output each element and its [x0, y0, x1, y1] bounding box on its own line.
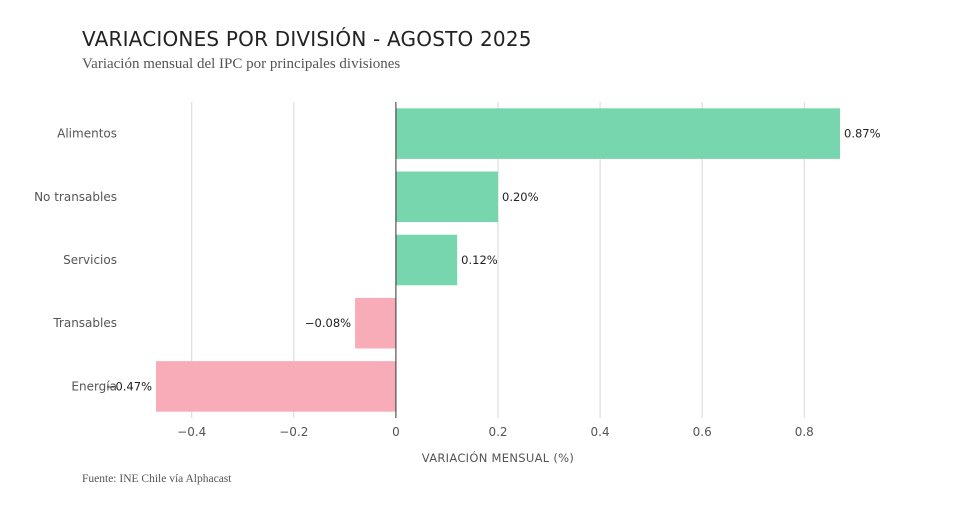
value-label: 0.20% [502, 190, 539, 204]
category-label: Transables [52, 316, 117, 330]
chart-title: VARIACIONES POR DIVISIÓN - AGOSTO 2025 [82, 27, 532, 51]
category-label: Alimentos [57, 127, 117, 141]
source-note: Fuente: INE Chile vía Alphacast [82, 473, 232, 485]
x-tick-label: 0 [392, 425, 400, 439]
value-labels: 0.87% 0.20% 0.12% −0.08% −0.47% [106, 127, 881, 394]
x-tick-label: 0.8 [795, 425, 814, 439]
bar-servicios [395, 234, 458, 286]
bar-no-transables [395, 171, 498, 223]
bar-energía [156, 361, 396, 412]
x-tick-label: 0.2 [488, 425, 507, 439]
category-label: Energía [71, 379, 117, 393]
x-tick-label: −0.4 [177, 425, 206, 439]
category-label: No transables [34, 190, 117, 204]
value-label: 0.87% [844, 127, 881, 141]
x-tick-label: 0.4 [591, 425, 610, 439]
bars [156, 108, 840, 412]
x-tick-label: −0.2 [279, 425, 308, 439]
value-label: −0.08% [305, 316, 351, 330]
chart-subtitle: Variación mensual del IPC por principale… [82, 56, 401, 72]
x-tick-label: 0.6 [693, 425, 712, 439]
value-label: −0.47% [106, 379, 152, 393]
category-label: Servicios [63, 253, 117, 267]
category-labels: Alimentos No transables Servicios Transable… [34, 127, 117, 394]
value-label: 0.12% [461, 253, 498, 267]
x-tick-labels: −0.4 −0.2 0 0.2 0.4 0.6 0.8 [177, 425, 814, 439]
x-axis-title: VARIACIÓN MENSUAL (%) [422, 450, 574, 465]
bar-alimentos [395, 108, 840, 159]
bar-transables [355, 297, 396, 349]
